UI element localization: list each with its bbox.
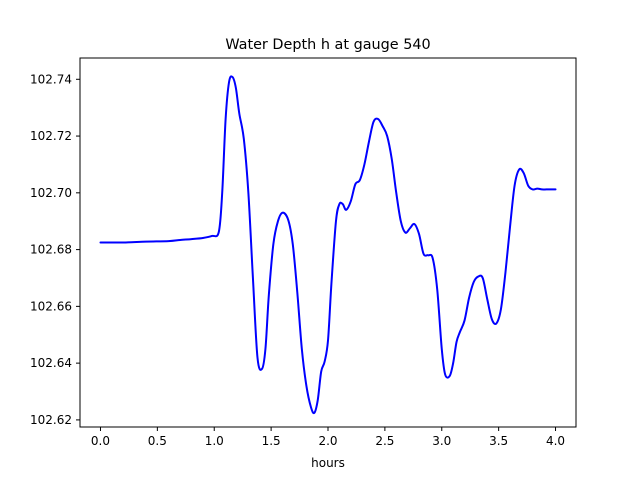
y-tick-label: 102.66 bbox=[30, 299, 72, 313]
x-tick-label: 1.0 bbox=[205, 434, 224, 448]
y-tick-label: 102.70 bbox=[30, 186, 72, 200]
series-line bbox=[99, 75, 557, 415]
y-tick-label: 102.72 bbox=[30, 129, 72, 143]
x-tick-label: 0.5 bbox=[148, 434, 167, 448]
y-tick-label: 102.68 bbox=[30, 243, 72, 257]
y-tick-label: 102.64 bbox=[30, 356, 72, 370]
x-axis-label: hours bbox=[311, 456, 345, 470]
x-tick-label: 4.0 bbox=[546, 434, 565, 448]
y-tick-label: 102.74 bbox=[30, 72, 72, 86]
x-tick-label: 2.5 bbox=[375, 434, 394, 448]
plot-frame bbox=[79, 57, 577, 428]
x-tick-label: 3.0 bbox=[432, 434, 451, 448]
x-tick-label: 1.5 bbox=[262, 434, 281, 448]
axis-ticks: 0.0 0.5 1.0 1.5 2.0 2.5 3.0 3.5 4.0 102.62 102.64 1… bbox=[30, 72, 565, 448]
y-tick-label: 102.62 bbox=[30, 413, 72, 427]
chart-title: Water Depth h at gauge 540 bbox=[225, 37, 430, 53]
x-tick-label: 0.0 bbox=[91, 434, 110, 448]
x-tick-label: 3.5 bbox=[489, 434, 508, 448]
x-tick-label: 2.0 bbox=[318, 434, 337, 448]
